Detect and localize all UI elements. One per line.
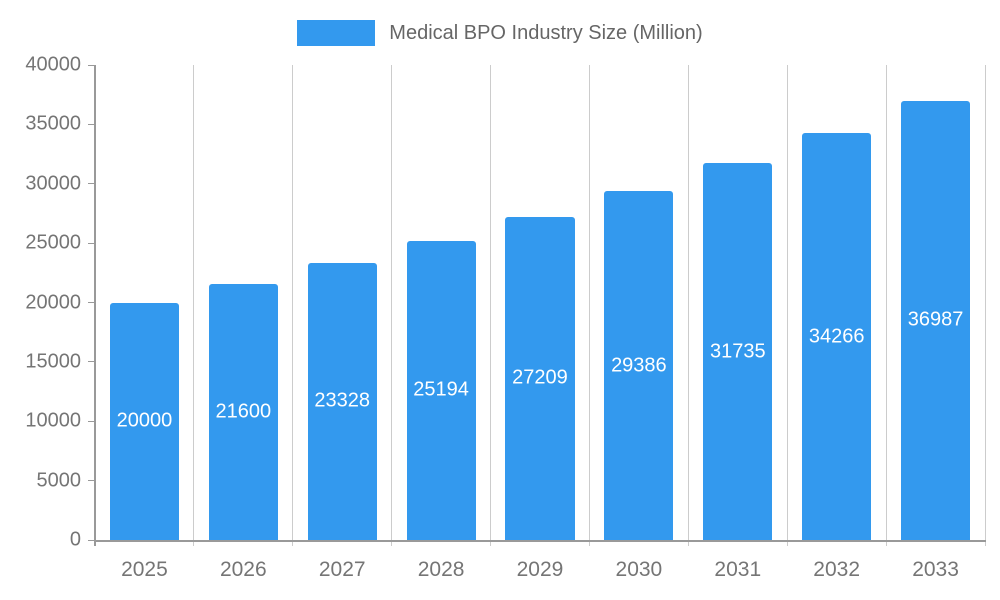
bar-value-label: 29386 [611,354,667,377]
y-axis-tick [88,64,95,66]
bar-value-label: 21600 [215,400,272,423]
bar-2029 [505,216,575,540]
y-axis-tick [88,480,95,482]
bar-value-label: 23328 [314,389,371,412]
legend-label: Medical BPO Industry Size (Million) [389,21,703,44]
y-axis-line [94,65,96,546]
y-axis-tick [88,242,95,244]
y-axis-tick-label: 0 [69,528,81,551]
gridline-vertical [490,65,492,546]
gridline-vertical [193,65,195,546]
y-axis-tick-label: 10000 [25,409,81,432]
bar-value-label: 34266 [808,325,865,348]
x-axis-tick-label: 2033 [912,558,959,581]
gridline-vertical [885,65,887,546]
y-axis-tick [88,302,95,303]
bar-value-label: 36987 [907,308,964,331]
y-axis-tick [88,539,95,541]
y-axis-tick [88,123,95,125]
y-axis-tick [88,361,95,363]
y-axis-tick [88,183,95,185]
x-axis-tick-label: 2030 [615,558,663,581]
y-axis-tick-label: 30000 [25,172,81,195]
y-axis-tick-label: 20000 [25,291,81,313]
x-axis-tick-label: 2029 [516,558,564,581]
chart-legend: Medical BPO Industry Size (Million) [0,18,1000,48]
gridline-vertical [292,65,294,546]
legend-swatch [297,20,376,46]
bar-2031 [703,163,773,540]
x-axis-tick-label: 2032 [813,558,861,581]
x-axis-tick-label: 2031 [714,558,762,581]
y-axis-tick-label: 5000 [36,469,82,492]
bar-2033 [900,100,971,540]
y-axis-tick-label: 35000 [25,112,81,135]
bar-2030 [604,191,674,540]
bar-value-label: 25194 [413,378,469,401]
y-axis-tick-label: 40000 [25,53,81,76]
y-axis-tick-label: 15000 [25,350,81,373]
bar-2025 [109,302,180,540]
y-axis-tick [88,420,95,422]
bar-value-label: 20000 [116,409,173,432]
gridline-vertical [984,65,986,546]
gridline-vertical [588,65,590,546]
x-axis-line [94,539,986,542]
gridline-vertical [391,65,393,546]
bar-2026 [208,283,278,540]
x-axis-tick-label: 2026 [219,558,267,581]
bar-2028 [406,240,476,540]
x-axis-tick-label: 2025 [121,558,168,581]
x-axis-tick-label: 2028 [417,558,465,581]
bar-2032 [802,133,872,540]
y-axis-tick-label: 25000 [25,231,81,254]
bar-value-label: 27209 [512,366,568,389]
x-axis-tick-label: 2027 [318,558,366,581]
gridline-vertical [687,65,689,546]
gridline-vertical [786,65,788,546]
bar-2027 [307,262,377,540]
bar-value-label: 31735 [709,340,766,363]
